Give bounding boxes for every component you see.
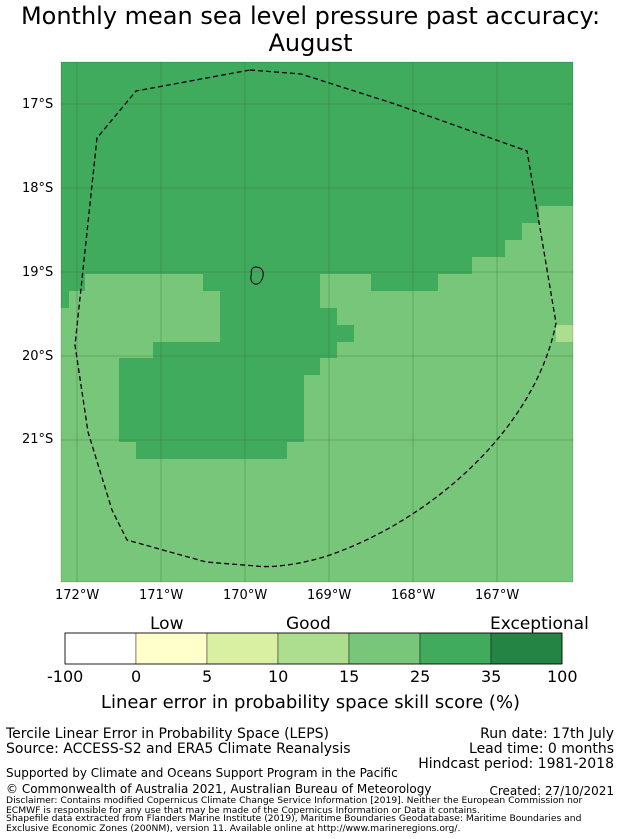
lon-label: 169°W xyxy=(307,588,352,603)
colorbar-tick: 5 xyxy=(202,667,213,686)
footer-disclaimer-2: ECMWF is responsible for any use that ma… xyxy=(6,805,480,816)
colorbar-category-low: Low xyxy=(150,614,184,634)
colorbar xyxy=(64,632,563,665)
colorbar-tick: 35 xyxy=(481,667,502,686)
colorbar-tick: 10 xyxy=(268,667,289,686)
footer-shapefile-1: Shapefile data extracted from Flanders M… xyxy=(6,813,582,824)
colorbar-tick: -100 xyxy=(47,667,84,686)
colorbar-segment xyxy=(206,632,279,665)
lon-label: 167°W xyxy=(475,588,520,603)
footer-source: Source: ACCESS-S2 and ERA5 Climate Reana… xyxy=(6,741,351,757)
colorbar-segment xyxy=(135,632,208,665)
lat-label: 20°S xyxy=(22,349,54,364)
eez-boundary xyxy=(74,69,557,568)
chart-title-line2: August xyxy=(268,29,353,57)
colorbar-tick: 25 xyxy=(410,667,431,686)
footer-hindcast: Hindcast period: 1981-2018 xyxy=(418,756,614,772)
colorbar-tick: 15 xyxy=(339,667,360,686)
lat-label: 21°S xyxy=(22,432,54,447)
footer-support: Supported by Climate and Oceans Support … xyxy=(6,766,398,780)
map-frame xyxy=(60,61,574,583)
colorbar-segment xyxy=(419,632,492,665)
colorbar-title: Linear error in probability space skill … xyxy=(100,692,521,713)
lat-label: 17°S xyxy=(22,97,54,112)
colorbar-category-exceptional: Exceptional xyxy=(490,614,589,634)
colorbar-segment xyxy=(64,632,137,665)
skill-patch-low xyxy=(556,325,573,342)
footer-method: Tercile Linear Error in Probability Spac… xyxy=(6,726,329,742)
colorbar-segment xyxy=(277,632,350,665)
footer-run-date: Run date: 17th July xyxy=(480,726,614,742)
colorbar-category-good: Good xyxy=(286,614,331,634)
skill-region-high xyxy=(61,62,573,459)
footer-created: Created: 27/10/2021 xyxy=(489,784,614,798)
lon-label: 171°W xyxy=(139,588,184,603)
lat-label: 19°S xyxy=(22,265,54,280)
colorbar-tick: 100 xyxy=(547,667,578,686)
colorbar-segment xyxy=(490,632,563,665)
chart-title-line1: Monthly mean sea level pressure past acc… xyxy=(20,2,601,30)
footer-disclaimer-1: Disclaimer: Contains modified Copernicus… xyxy=(6,795,583,806)
graticule xyxy=(61,62,573,582)
footer-shapefile-2: Exclusive Economic Zones (200NM), versio… xyxy=(6,823,461,834)
lat-label: 18°S xyxy=(22,181,54,196)
colorbar-segment xyxy=(348,632,421,665)
footer-copyright: © Commonwealth of Australia 2021, Austra… xyxy=(6,782,432,796)
footer-lead-time: Lead time: 0 months xyxy=(469,741,614,757)
lon-label: 172°W xyxy=(55,588,100,603)
colorbar-tick: 0 xyxy=(131,667,142,686)
lon-label: 168°W xyxy=(391,588,436,603)
island-outline xyxy=(250,266,264,285)
colorbar-frame xyxy=(64,632,563,665)
lon-label: 170°W xyxy=(223,588,268,603)
